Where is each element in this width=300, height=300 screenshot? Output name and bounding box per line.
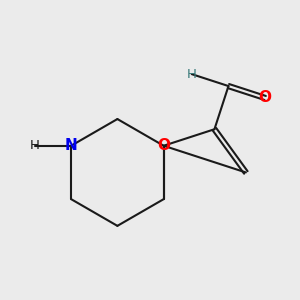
Text: O: O xyxy=(259,91,272,106)
Text: N: N xyxy=(65,138,77,153)
Text: H: H xyxy=(30,139,40,152)
Text: H: H xyxy=(187,68,197,81)
Text: O: O xyxy=(157,138,170,153)
